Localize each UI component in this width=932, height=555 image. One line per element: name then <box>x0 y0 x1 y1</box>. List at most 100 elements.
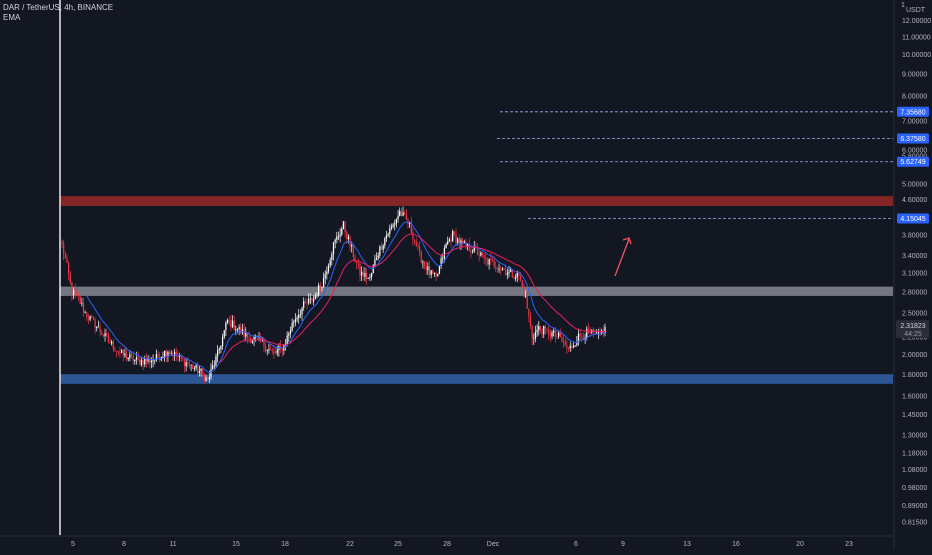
price-tick-label: 1.30000 <box>902 432 927 439</box>
candle-body <box>273 351 275 354</box>
candle-body <box>200 368 202 372</box>
symbol-label[interactable]: DAR / TetherUS, 4h, BINANCE <box>3 3 114 12</box>
chart-legend: DAR / TetherUS, 4h, BINANCE EMA <box>3 3 113 23</box>
candle-body <box>168 352 171 354</box>
candle-body <box>68 262 70 274</box>
candle-body <box>212 365 214 370</box>
indicator-label[interactable]: EMA <box>3 13 21 22</box>
candle-body <box>116 351 118 352</box>
candle-body <box>546 328 548 330</box>
candle-body <box>170 353 172 354</box>
pivot-zone <box>60 286 893 296</box>
candle-body <box>369 276 371 278</box>
candle-body <box>311 298 313 302</box>
candle-body <box>400 211 402 216</box>
candle-body <box>99 326 101 333</box>
candle-body <box>548 329 550 336</box>
candle-body <box>440 258 442 267</box>
candle-body <box>503 268 505 270</box>
candle-body <box>308 299 310 304</box>
candle-body <box>72 290 75 295</box>
candle-body <box>89 316 91 320</box>
candle-body <box>149 358 151 363</box>
candle-body <box>322 278 325 287</box>
candle-body <box>210 369 212 378</box>
candle-body <box>410 221 412 233</box>
candle-body <box>442 258 444 259</box>
candle-body <box>455 234 457 243</box>
price-tick-label: 1.08000 <box>902 467 927 474</box>
candle-body <box>521 280 523 287</box>
candle-body <box>140 360 143 365</box>
candle-body <box>298 314 300 319</box>
candle-body <box>415 241 417 247</box>
candle-body <box>463 241 465 243</box>
candle-body <box>147 358 149 362</box>
candle-body <box>541 329 543 335</box>
candle-body <box>531 326 533 339</box>
candle-body <box>399 211 401 216</box>
candle-body <box>296 318 298 320</box>
candle-body <box>524 295 527 297</box>
time-axis[interactable]: 5 8 11 15 18 22 25 28 Dec 6 9 13 16 20 23 <box>0 535 893 548</box>
candle-body <box>457 238 459 243</box>
candle-body <box>579 333 581 337</box>
candle-body <box>127 357 129 360</box>
candle-body <box>221 336 224 347</box>
price-tick-label: 12.00000 <box>902 18 931 25</box>
candle-body <box>397 215 399 220</box>
time-tick-label: 25 <box>394 541 402 548</box>
candle-body <box>445 244 447 249</box>
candle-body <box>473 245 475 252</box>
candle-body <box>240 327 242 334</box>
candle-body <box>291 323 293 331</box>
candle-body <box>164 350 166 357</box>
axis-top-tick: 1 <box>901 2 905 9</box>
price-tick-label: 11.00000 <box>902 34 931 41</box>
time-tick-label: 13 <box>683 541 691 548</box>
candle-body <box>604 327 606 333</box>
candle-body <box>574 345 576 347</box>
price-tick-label: 0.89000 <box>902 503 927 510</box>
candle-body <box>452 231 454 242</box>
price-tick-label: 0.81500 <box>902 519 927 526</box>
candle-body <box>102 334 105 337</box>
candle-body <box>377 255 379 258</box>
candle-body <box>519 275 522 281</box>
candle-body <box>364 273 366 277</box>
candle-body <box>208 377 210 380</box>
candle-body <box>567 347 570 349</box>
candle-body <box>125 353 128 360</box>
price-tick-label: 2.50000 <box>902 311 927 318</box>
support-zone <box>60 374 893 384</box>
candle-body <box>202 368 204 374</box>
candle-body <box>361 271 363 276</box>
candle-body <box>356 261 358 263</box>
candle-body <box>496 267 499 270</box>
candle-body <box>534 331 537 339</box>
candle-body <box>587 328 590 330</box>
candle-body <box>230 320 232 328</box>
candle-body <box>443 248 446 259</box>
candle-body <box>294 319 297 322</box>
candle-body <box>97 326 100 328</box>
candle-body <box>528 308 530 317</box>
candle-body <box>374 259 376 266</box>
time-tick-label: Dec <box>487 541 500 548</box>
candle-body <box>433 272 436 274</box>
candle-body <box>253 337 255 341</box>
candle-body <box>471 251 474 253</box>
price-tick-label: 9.00000 <box>902 72 927 79</box>
candle-body <box>278 346 280 351</box>
target-price-tag <box>897 133 929 144</box>
candle-body <box>394 223 396 225</box>
candle-body <box>370 272 373 277</box>
candle-body <box>331 254 333 260</box>
countdown-label: 44:25 <box>904 331 922 338</box>
candle-body <box>74 290 76 294</box>
candle-body <box>251 340 254 343</box>
candle-body <box>480 252 482 256</box>
